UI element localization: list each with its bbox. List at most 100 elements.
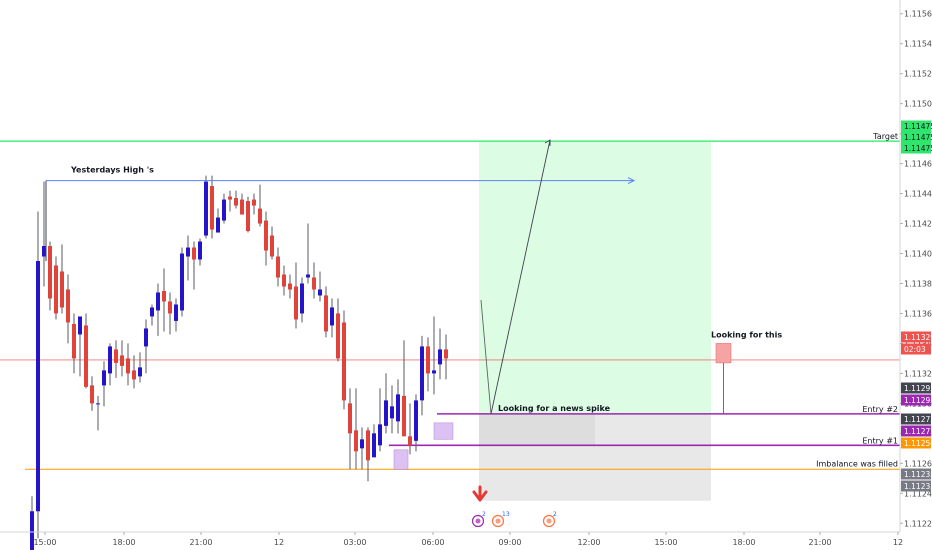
yesterdays-high-label: Yesterdays High 's [70,166,154,175]
bearish-candle [366,430,370,461]
bullish-candle [198,241,202,260]
bearish-candle [132,370,136,380]
bearish-candle [258,208,262,224]
price-tag [901,343,931,355]
projection-arrowhead [544,139,551,146]
bullish-candle [438,349,442,365]
lines-layer [0,140,900,470]
y-tick-label: 1.11500 [904,100,932,109]
y-tick-label: 1.11560 [904,10,932,19]
target-label: Target [872,132,898,141]
x-tick-label: 21:00 [808,538,831,547]
bullish-candle [216,217,220,233]
price-tag [901,425,931,437]
bearish-candle [252,199,256,206]
y-tick-label: 1.11420 [904,220,932,229]
x-tick-label: 18:00 [732,538,755,547]
bearish-candle [234,198,238,206]
bullish-candle [300,283,304,314]
bearish-candle [426,346,430,374]
event-icon-core [546,518,552,524]
bearish-candle [324,295,328,332]
bearish-candle [246,201,250,232]
bearish-candle [444,349,448,359]
x-tick-label: 12 [274,538,284,547]
bearish-candle [114,349,118,363]
x-axis[interactable]: 15:00 18:00 21:00 12 03:00 06:00 09:00 12:00 15:… [33,532,903,547]
bullish-candle [396,394,400,422]
bearish-candle [66,289,70,323]
imbalance-box-lower [393,449,409,470]
bearish-candle [126,358,130,374]
imbalance-label: Imbalance was filled [816,459,898,468]
bearish-candle [408,436,412,446]
price-tag-label: 1.11475 [904,144,932,153]
bullish-candle [372,433,376,458]
red-down-arrow [472,485,488,502]
price-tag-label: 1.11272 [904,415,932,424]
bullish-candle [102,370,106,386]
price-tag [901,480,931,492]
y-tick-label: 1.11260 [904,459,932,468]
entry1-label: Entry #1 [862,436,898,445]
candles-layer [30,175,448,550]
price-tag [901,468,931,480]
bearish-candle [270,235,274,257]
y-tick-label: 1.11380 [904,279,932,288]
price-tag [901,142,931,154]
bearish-candle [354,430,358,452]
bullish-candle [42,246,46,257]
news-spike-box [479,413,595,446]
bullish-candle [390,406,394,419]
price-tag [901,413,931,425]
y-tick-label: 1.11320 [904,369,932,378]
entry2-label: Entry #2 [862,405,898,414]
bearish-candle [228,196,232,200]
price-tag-label: 1.11475 [904,122,932,131]
x-tick-label: 12:00 [577,538,600,547]
bearish-candle [240,199,244,215]
price-tag [901,120,931,132]
bearish-candle [276,256,280,278]
event-badge: 13 [502,511,510,518]
economic-events[interactable]: 2 13 2 [471,485,558,528]
bearish-candle [342,322,346,401]
price-tag-label: 1.11293 [904,396,932,405]
x-tick-label: 12 [893,538,903,547]
x-tick-label: 03:00 [343,538,366,547]
y-tick-label: 1.11240 [904,489,932,498]
price-tag-label: 1.11293 [904,384,932,393]
bullish-candle [180,253,184,311]
bearish-candle [84,325,88,387]
bearish-candle [162,290,166,302]
bearish-candle [348,403,352,434]
bearish-candle [90,385,94,404]
projection-up-leg [490,139,551,414]
bullish-candle [78,316,82,335]
y-tick-label: 1.11460 [904,160,932,169]
bearish-candle [210,186,214,230]
bullish-candle [156,292,160,311]
price-tag-label: 02:03 [904,345,926,354]
x-tick-label: 15:00 [33,538,56,547]
bearish-candle [402,395,406,437]
y-tick-label: 1.11360 [904,309,932,318]
bearish-candle [60,271,64,308]
bullish-candle [204,181,208,236]
bullish-candle [144,328,148,347]
alert-box [715,343,732,364]
bearish-candle [294,286,298,320]
bearish-candle [54,265,58,314]
bearish-candle [72,323,76,359]
bullish-candle [318,289,322,296]
price-tag [901,131,931,143]
x-tick-label: 18:00 [112,538,135,547]
price-tag [901,394,931,406]
bullish-candle [150,307,154,317]
price-tag-label: 1.11235 [904,470,932,479]
price-tags: 1.11475 1.11475 1.11475 1.11329 02:03 1.11293… [901,120,932,492]
bullish-candle [222,199,226,221]
x-tick-label: 21:00 [189,538,212,547]
